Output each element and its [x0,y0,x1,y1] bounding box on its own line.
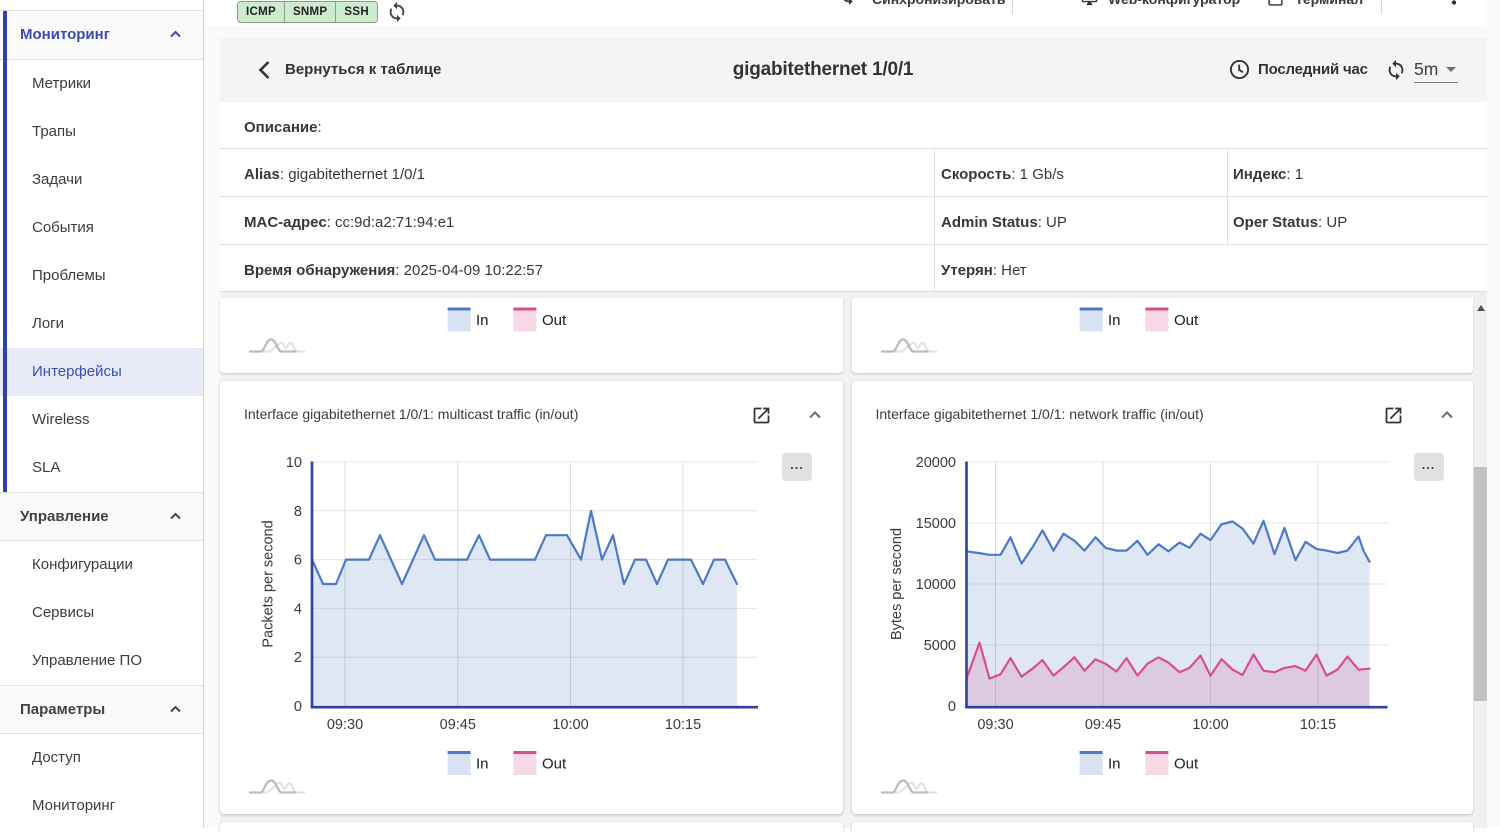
svg-text:6: 6 [294,553,302,569]
svg-text:Out: Out [1174,312,1199,329]
svg-text:10:00: 10:00 [1192,717,1228,733]
svg-text:20000: 20000 [915,455,955,471]
svg-text:Out: Out [1174,756,1199,773]
svg-text:09:30: 09:30 [977,717,1013,733]
svg-text:Out: Out [542,312,567,329]
svg-text:In: In [476,756,489,773]
svg-text:10:00: 10:00 [552,717,588,733]
svg-text:10: 10 [286,455,302,471]
svg-text:5000: 5000 [923,638,955,654]
svg-text:10000: 10000 [915,577,955,593]
svg-text:Out: Out [542,756,567,773]
svg-text:In: In [476,312,489,329]
svg-text:15000: 15000 [915,516,955,532]
svg-text:2: 2 [294,650,302,666]
svg-text:Packets per second: Packets per second [261,520,277,647]
svg-text:Bytes per second: Bytes per second [889,528,905,640]
svg-text:09:45: 09:45 [440,717,476,733]
svg-text:0: 0 [294,699,302,715]
svg-text:09:30: 09:30 [327,717,363,733]
svg-text:4: 4 [294,601,302,617]
svg-text:In: In [1108,312,1121,329]
svg-text:0: 0 [947,699,955,715]
svg-text:09:45: 09:45 [1084,717,1120,733]
svg-text:10:15: 10:15 [1299,717,1335,733]
svg-text:10:15: 10:15 [665,717,701,733]
svg-text:8: 8 [294,504,302,520]
svg-text:In: In [1108,756,1121,773]
